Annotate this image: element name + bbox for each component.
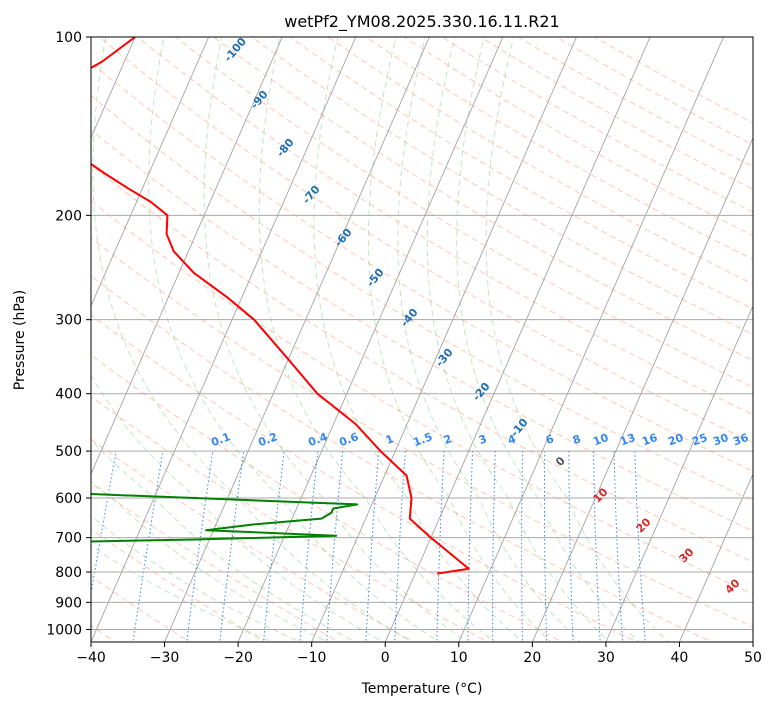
dry-adiabat (91, 200, 753, 595)
mixing-ratio-label: 25 (690, 431, 709, 448)
dry-adiabat (91, 164, 753, 563)
x-tick-label: −30 (150, 650, 180, 666)
isotherm (531, 136, 753, 642)
dry-adiabat (289, 37, 753, 310)
mixing-ratio-label: 16 (640, 431, 659, 449)
y-axis-label: Pressure (hPa) (12, 290, 28, 390)
mixing-ratio-label: 0.1 (209, 430, 232, 449)
mixing-ratio-label: 3 (477, 432, 489, 447)
mixing-ratio-line (492, 451, 496, 642)
y-tick-label: 800 (55, 565, 82, 581)
mixing-ratio-line (544, 451, 548, 642)
chart-title: wetPf2_YM08.2025.330.16.11.R21 (284, 12, 559, 32)
x-tick-label: 40 (671, 650, 689, 666)
isotherm (311, 37, 577, 642)
x-tick-label: 50 (744, 650, 762, 666)
mixing-ratio-label: 6 (544, 432, 556, 447)
y-axis: 100 200 300 400 500 600 700 800 900 1000 (46, 30, 91, 638)
isotherm (91, 37, 283, 475)
isotherm (384, 37, 651, 642)
profiles (91, 37, 470, 575)
dry-adiabat (91, 438, 415, 642)
dewpoint-profile (91, 493, 359, 543)
dry-adiabat (91, 94, 753, 502)
y-tick-label: 300 (55, 313, 82, 329)
mixing-ratio-label: 4 (506, 432, 518, 447)
mixing-ratio-label: 0.2 (256, 430, 279, 449)
mixing-ratio-label: 0.6 (337, 430, 360, 449)
moist-adiabat (397, 37, 581, 642)
mixing-ratio-label: 20 (666, 431, 685, 449)
x-tick-label: 30 (597, 650, 615, 666)
y-tick-label: 700 (55, 531, 82, 547)
x-tick-label: 0 (381, 650, 390, 666)
isotherm (237, 37, 504, 642)
y-tick-label: 400 (55, 387, 82, 403)
mixing-ratio-line (91, 451, 117, 597)
y-tick-label: 1000 (46, 622, 82, 638)
mixing-ratio-line (467, 451, 474, 642)
x-tick-label: 10 (450, 650, 468, 666)
dry-adiabat (174, 37, 753, 388)
dry-adiabat (136, 37, 753, 416)
mixing-ratio-label: 36 (731, 431, 750, 449)
isotherm (458, 37, 724, 642)
mixing-ratio-line (593, 451, 601, 642)
mixing-ratio-line (613, 451, 624, 642)
moist-adiabat (485, 37, 669, 642)
mixing-ratio-label: 10 (591, 431, 610, 449)
isotherm (679, 472, 753, 642)
mixing-ratio-line (394, 451, 406, 642)
mixing-ratio-label: 1.5 (411, 430, 434, 449)
isotherm (91, 37, 210, 307)
mixing-ratio-label: 30 (711, 431, 730, 449)
y-tick-label: 200 (55, 208, 82, 224)
mixing-ratio-label: 13 (618, 431, 637, 448)
mixing-ratio-line (568, 451, 574, 642)
y-tick-label: 500 (55, 444, 82, 460)
mixing-ratio-label: 0.4 (306, 430, 329, 449)
y-tick-label: 600 (55, 491, 82, 507)
x-tick-label: −20 (223, 650, 253, 666)
mixing-ratio-line (521, 451, 524, 642)
dry-adiabat (91, 61, 753, 472)
y-tick-label: 900 (55, 595, 82, 611)
x-axis-label: Temperature (°C) (361, 681, 483, 697)
moist-adiabat (456, 37, 640, 642)
x-tick-label: 20 (523, 650, 541, 666)
moist-adiabat (426, 37, 611, 642)
moist-adiabat (92, 37, 413, 642)
dry-adiabat (91, 395, 490, 642)
mixing-ratio-label: 8 (571, 432, 583, 447)
mixing-ratio-line (436, 451, 445, 642)
x-axis: −40 −30 −20 −10 0 10 20 30 40 50 (76, 642, 762, 666)
isotherm (605, 304, 753, 642)
temperature-profile (91, 37, 470, 575)
pressure-gridlines (91, 37, 753, 630)
y-tick-label: 100 (55, 30, 82, 46)
plot-frame (90, 36, 754, 643)
isotherm (164, 37, 430, 642)
mixing-ratio-label: 2 (442, 432, 454, 447)
dry-adiabat (91, 275, 714, 642)
x-tick-label: −10 (297, 650, 327, 666)
mixing-ratio-label: 1 (384, 432, 396, 447)
x-tick-label: −40 (76, 650, 106, 666)
dry-adiabat (91, 129, 753, 532)
